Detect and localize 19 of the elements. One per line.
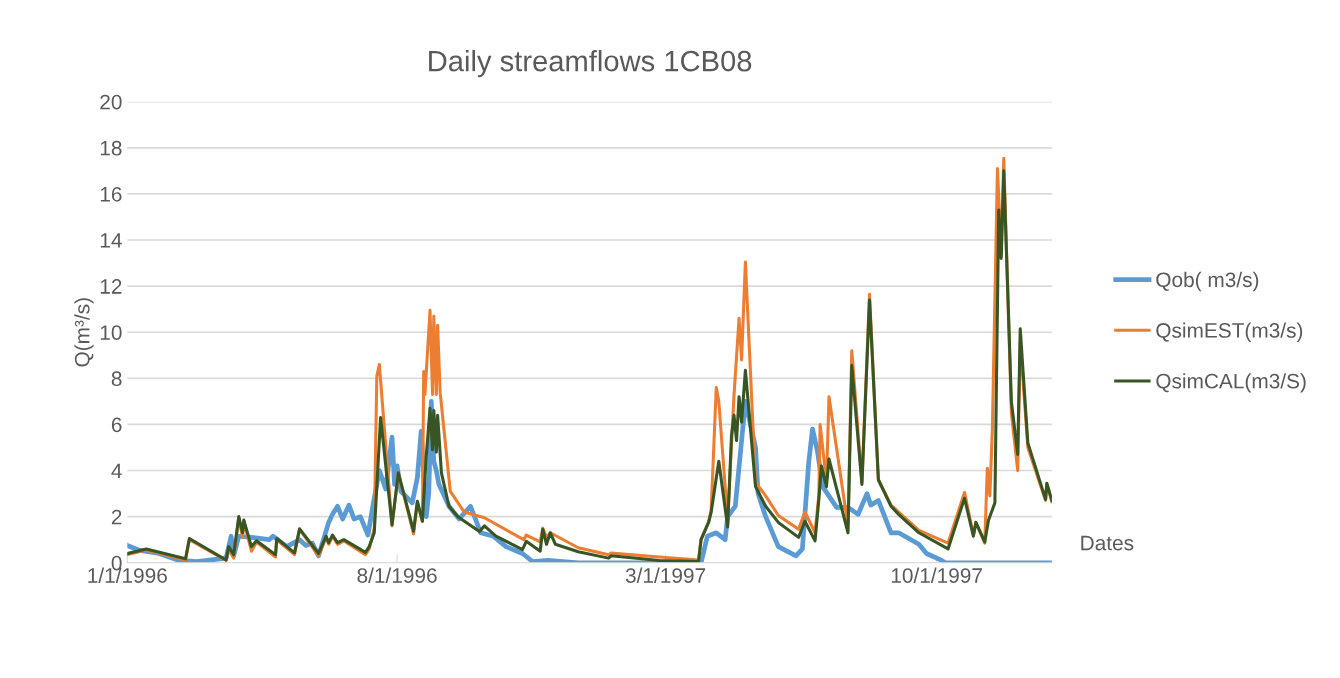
y-tick-label: 16: [100, 186, 122, 202]
y-tick-label: 12: [100, 279, 122, 294]
y-tick-label: 18: [100, 140, 122, 156]
y-tick-label: 4: [111, 463, 122, 479]
x-tick-label: 3/1/1997: [625, 567, 706, 583]
x-tick-label: 10/1/1997: [891, 567, 982, 583]
y-axis-title: Q(m³/s): [74, 298, 94, 367]
y-tick-label: 20: [100, 94, 122, 110]
chart-title: Daily streamflows 1CB08: [429, 50, 752, 78]
x-axis-title: Dates: [1081, 535, 1134, 551]
y-tick-label: 8: [111, 371, 122, 387]
legend-label: Qob( m3/s): [1156, 271, 1259, 292]
y-tick-label: 14: [100, 233, 122, 248]
y-tick-label: 6: [111, 417, 122, 433]
legend-label: QsimEST(m3/s): [1156, 322, 1303, 342]
x-tick-label: 8/1/1996: [357, 567, 437, 583]
legend-label: QsimCAL(m3/S): [1156, 373, 1306, 393]
y-tick-label: 2: [111, 509, 122, 525]
y-tick-label: 10: [100, 325, 122, 340]
